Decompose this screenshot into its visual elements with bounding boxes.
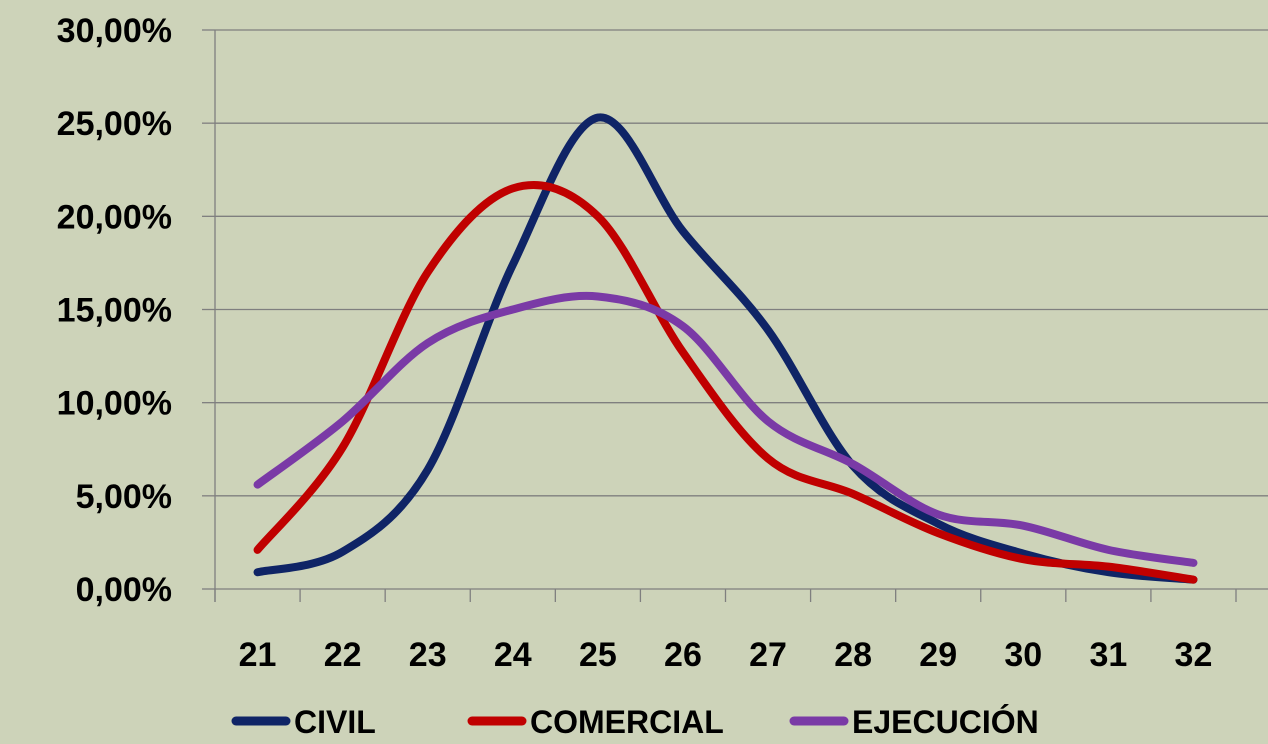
x-tick-label: 29 — [919, 636, 957, 674]
legend: CIVIL COMERCIAL EJECUCIÓN — [231, 704, 1039, 740]
y-tick-label: 0,00% — [76, 571, 172, 609]
x-tick-label: 21 — [239, 636, 277, 674]
y-tick-label: 15,00% — [57, 292, 172, 330]
x-tick-label: 28 — [834, 636, 872, 674]
y-tick-label: 30,00% — [57, 12, 172, 50]
gridlines — [215, 29, 1268, 497]
x-tick-label: 23 — [409, 636, 447, 674]
x-tick-label: 32 — [1175, 636, 1213, 674]
series-line-civil — [253, 113, 1198, 584]
y-axis: 0,00% 5,00% 10,00% 15,00% 20,00% 25,00% 30,00% — [57, 12, 216, 609]
x-axis: 21 22 23 24 25 26 27 28 29 30 31 32 — [214, 588, 1268, 674]
legend-label-ejecucion: EJECUCIÓN — [852, 704, 1039, 740]
x-tick-label: 26 — [664, 636, 702, 674]
x-tick-label: 24 — [494, 636, 532, 674]
x-tick-label: 27 — [749, 636, 787, 674]
x-tick-label: 31 — [1089, 636, 1127, 674]
y-tick-label: 20,00% — [57, 198, 172, 236]
x-tick-label: 30 — [1004, 636, 1042, 674]
y-tick-label: 10,00% — [57, 385, 172, 423]
y-tick-label: 5,00% — [76, 478, 172, 516]
x-tick-label: 25 — [579, 636, 617, 674]
x-tick-label: 22 — [324, 636, 362, 674]
series-line-comercial — [253, 181, 1198, 584]
legend-label-comercial: COMERCIAL — [530, 704, 724, 740]
series-line-ejecucion — [253, 291, 1198, 567]
y-tick-label: 25,00% — [57, 105, 172, 143]
legend-label-civil: CIVIL — [294, 704, 376, 740]
series-lines — [253, 113, 1198, 584]
